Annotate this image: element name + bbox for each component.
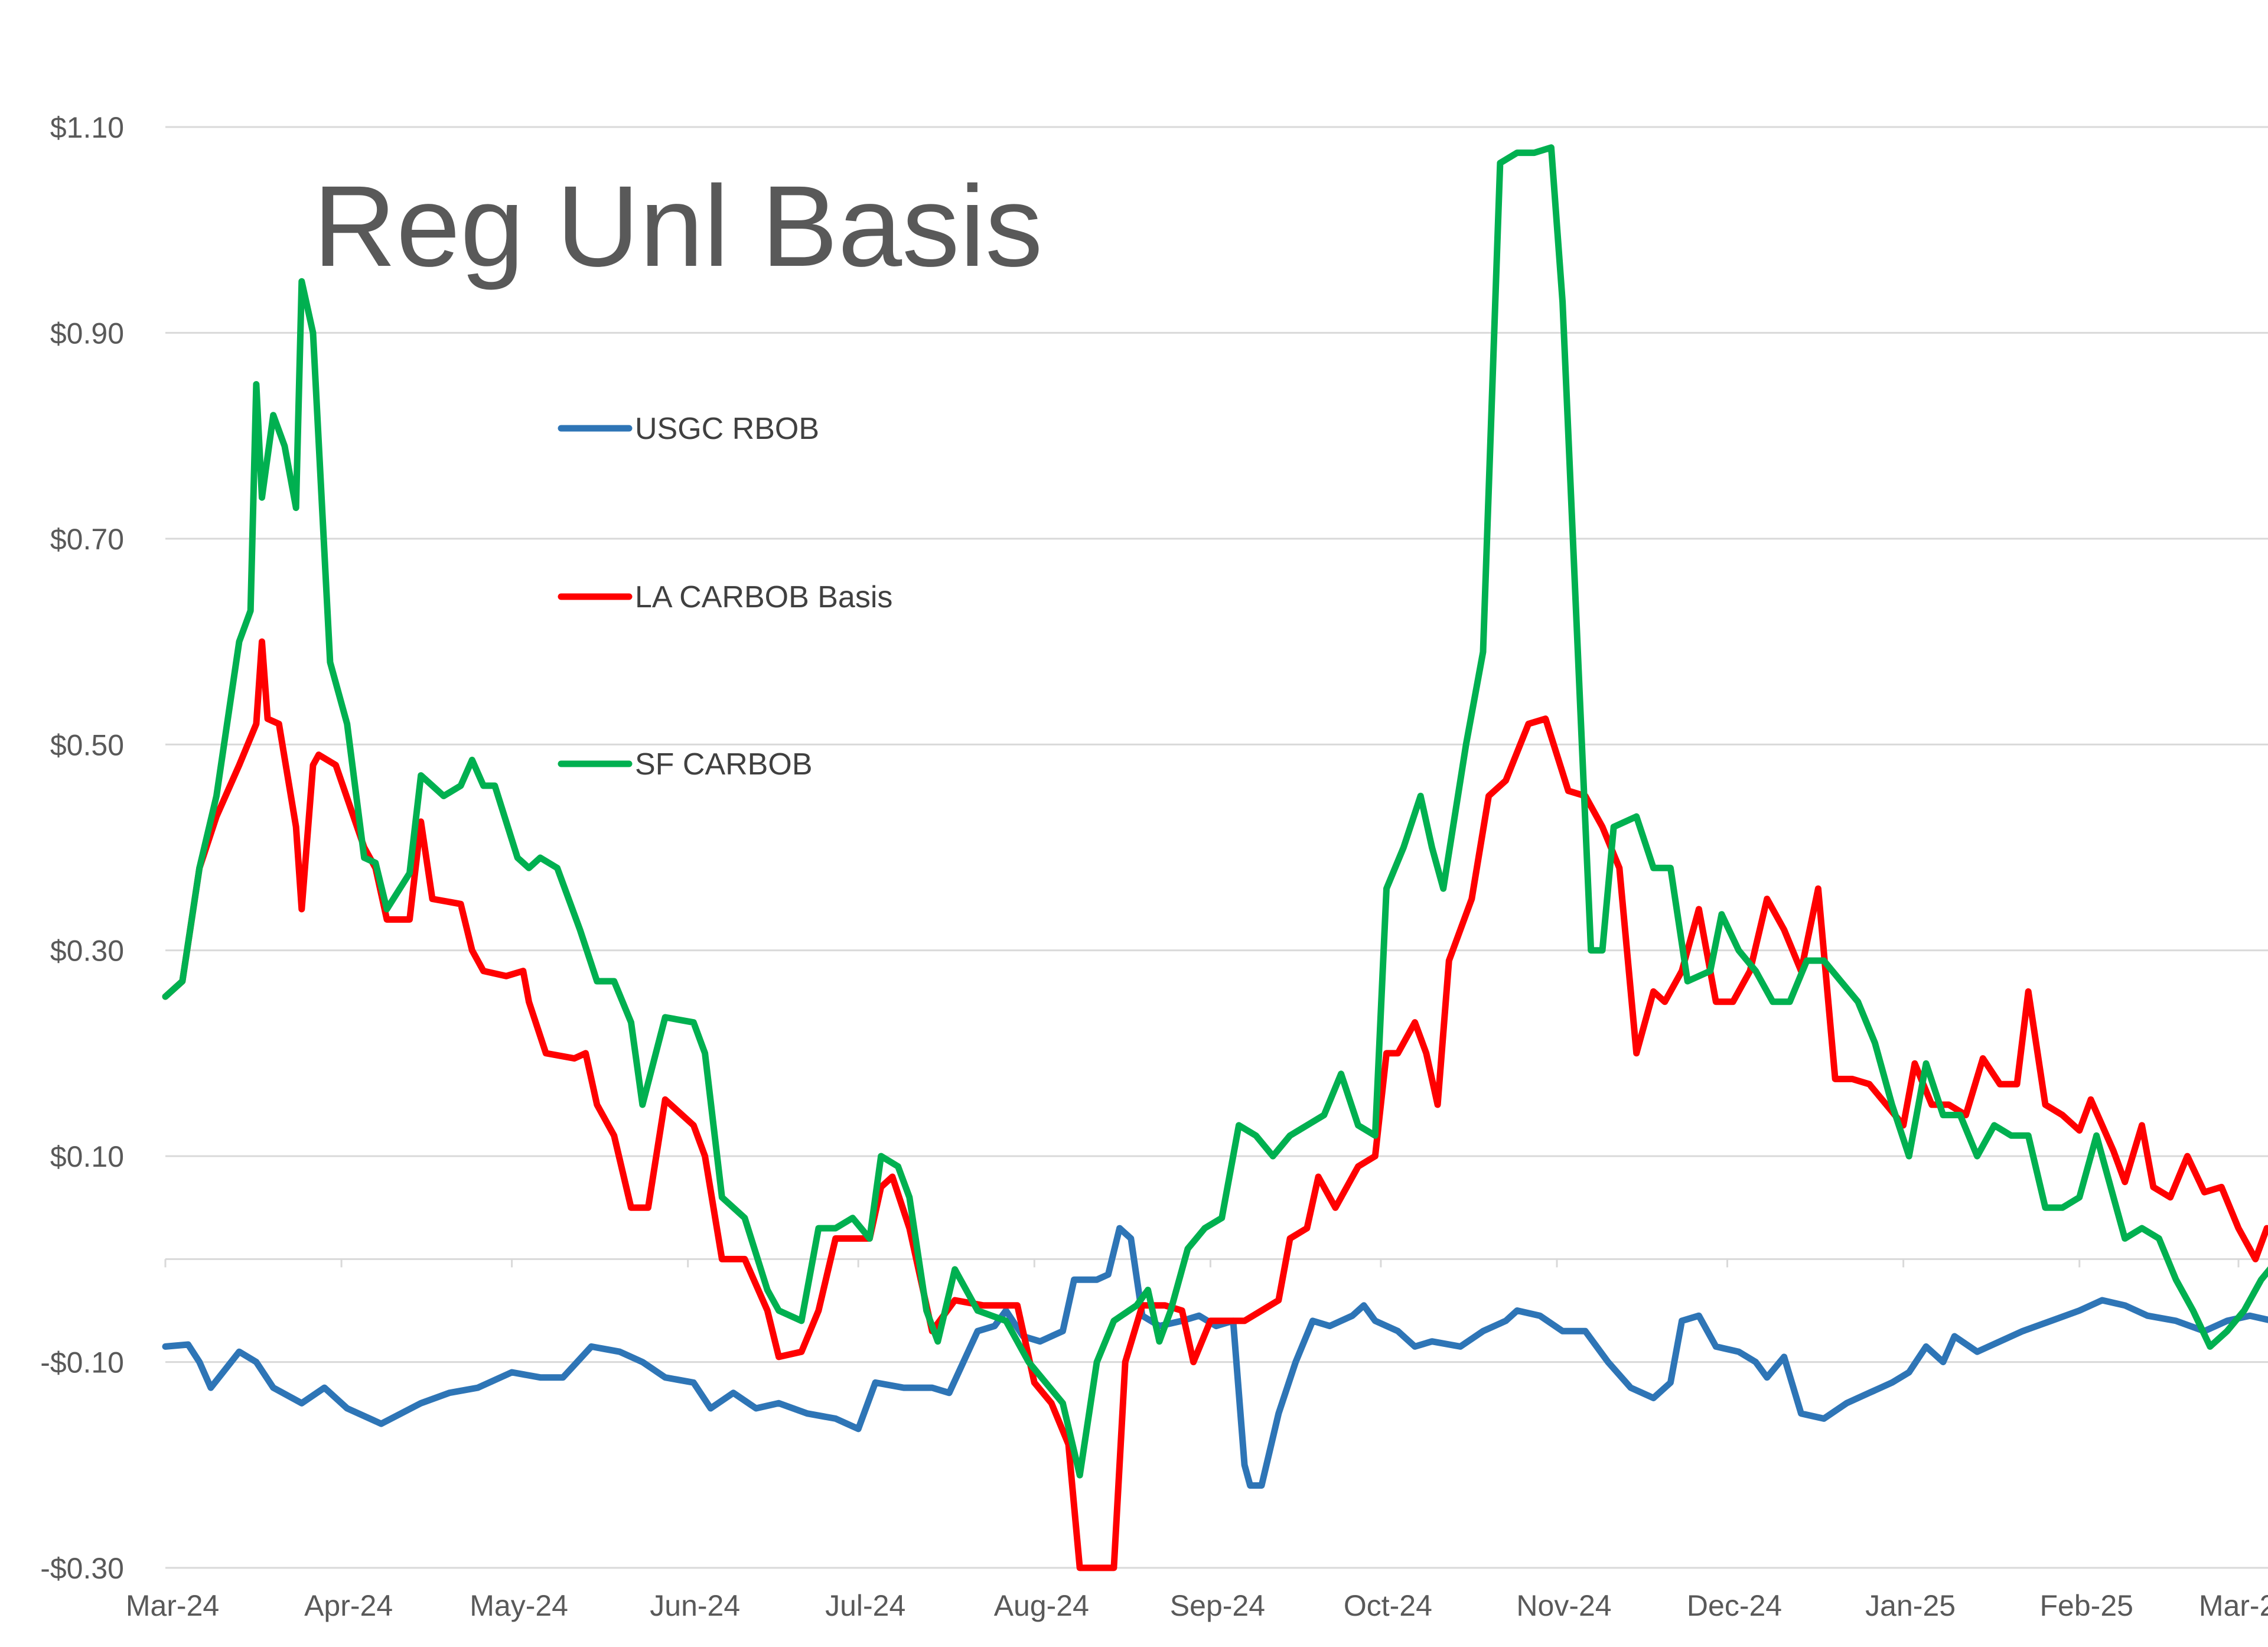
x-tick-label: Jun-24 — [650, 1589, 740, 1622]
x-tick-label: Nov-24 — [1516, 1589, 1611, 1622]
x-tick-label: Jan-25 — [1865, 1589, 1956, 1622]
y-tick-label: $0.90 — [50, 317, 124, 350]
y-tick-label: $0.50 — [50, 728, 124, 761]
series-line-sf-carbob — [162, 144, 2268, 1479]
x-tick-label: Dec-24 — [1687, 1589, 1782, 1622]
y-tick-label: $1.10 — [50, 111, 124, 144]
x-tick-label: Mar-24 — [126, 1589, 219, 1622]
x-tick-label: Mar-25 — [2199, 1589, 2268, 1622]
axes: $1.10 $0.90 $0.70 $0.50 $0.30 $0.10 -$0.10 -$0.… — [40, 111, 2268, 1622]
y-tick-label: $0.10 — [50, 1140, 124, 1173]
x-tick-label: May-24 — [470, 1589, 568, 1622]
series-line-la-carbob-basis — [162, 638, 2268, 1571]
x-tick-label: Oct-24 — [1344, 1589, 1432, 1622]
legend: USGC RBOB LA CARBOB Basis SF CARBOB — [558, 412, 892, 782]
series-line-usgc-rbob — [162, 1225, 2268, 1489]
x-tick-label: Feb-25 — [2040, 1589, 2133, 1622]
chart-title: Reg Unl Basis — [313, 162, 1043, 291]
y-tick-label: $0.30 — [50, 935, 124, 968]
x-tick-label: Sep-24 — [1170, 1589, 1265, 1622]
legend-label-la-carbob-basis: LA CARBOB Basis — [635, 580, 892, 614]
x-tick-label: Aug-24 — [994, 1589, 1089, 1622]
legend-label-sf-carbob: SF CARBOB — [635, 747, 813, 782]
y-tick-label: -$0.30 — [40, 1552, 124, 1585]
y-tick-label: $0.70 — [50, 523, 124, 556]
x-tick-label: Jul-24 — [825, 1589, 905, 1622]
y-tick-label: -$0.10 — [40, 1346, 124, 1379]
legend-label-usgc-rbob: USGC RBOB — [635, 412, 819, 446]
x-tick-label: Apr-24 — [304, 1589, 393, 1622]
series-lines — [162, 144, 2268, 1571]
